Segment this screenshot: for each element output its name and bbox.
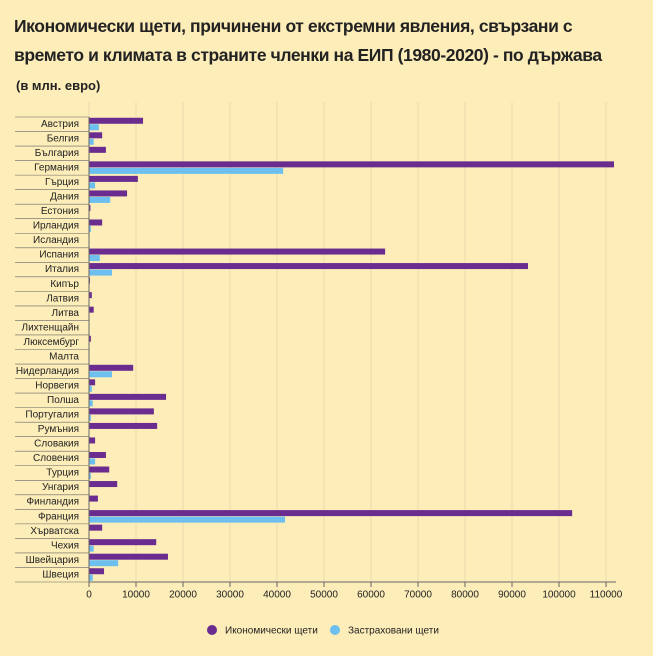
bar: [89, 161, 614, 168]
y-tick-label: Латвия: [46, 293, 79, 304]
x-tick-label: 80000: [451, 590, 479, 601]
y-tick-label: Малта: [49, 351, 79, 362]
x-tick-label: 20000: [169, 590, 197, 601]
y-tick-label: Норвегия: [35, 380, 79, 391]
y-tick-label: Дания: [50, 192, 79, 203]
bar: [89, 473, 91, 480]
bar: [89, 553, 168, 560]
bar: [89, 451, 106, 458]
bar: [89, 414, 91, 421]
y-tick-label: Швейцария: [26, 555, 79, 566]
bar: [89, 539, 157, 546]
bar: [89, 292, 92, 299]
y-tick-label: Белгия: [47, 133, 79, 144]
chart-subtitle: (в млн. евро): [16, 78, 101, 93]
bar: [89, 516, 285, 523]
y-tick-label: Гърция: [45, 177, 79, 188]
bar: [89, 393, 167, 400]
bar: [89, 306, 94, 313]
chart-title: Икономически щети, причинени от екстремн…: [14, 16, 602, 65]
y-tick-label: Естония: [41, 206, 79, 217]
x-tick-label: 50000: [310, 590, 338, 601]
y-tick-label: Румъния: [38, 424, 79, 435]
y-tick-label: Полша: [47, 395, 79, 406]
bar: [89, 146, 106, 153]
y-tick-label: Португалия: [25, 410, 79, 421]
y-tick-label: Испания: [39, 250, 79, 261]
bar: [89, 422, 158, 429]
bar: [89, 167, 284, 174]
bar: [89, 182, 96, 189]
y-tick-label: Германия: [34, 163, 79, 174]
bar: [89, 138, 94, 145]
bar: [89, 510, 573, 517]
x-tick-label: 30000: [216, 590, 244, 601]
y-tick-label: Люксембург: [24, 336, 80, 348]
x-tick-label: 90000: [498, 590, 526, 601]
bar: [89, 400, 93, 407]
y-tick-label: Словакия: [34, 439, 79, 450]
x-tick-label: 60000: [357, 590, 385, 601]
bar: [89, 574, 93, 581]
bar: [89, 458, 96, 465]
bar: [89, 495, 98, 502]
bar: [89, 196, 111, 203]
bar: [89, 466, 110, 473]
y-tick-label: Чехия: [51, 540, 79, 551]
bar: [89, 255, 100, 262]
x-tick-label: 0: [86, 590, 92, 601]
x-tick-label: 70000: [404, 590, 432, 601]
bar: [89, 204, 91, 211]
y-tick-label: Хърватска: [30, 526, 79, 537]
y-tick-label: Финландия: [27, 497, 79, 508]
y-tick-label: Лихтенщайн: [22, 322, 80, 333]
bar: [89, 132, 103, 139]
legend-label: Икономически щети: [225, 626, 318, 637]
y-tick-label: Италия: [45, 264, 79, 275]
x-tick-label: 40000: [263, 590, 291, 601]
bar: [89, 248, 386, 255]
bar: [89, 385, 92, 392]
y-tick-label: Швеция: [42, 569, 79, 580]
y-tick-label: Исландия: [33, 235, 79, 246]
bar: [89, 335, 91, 342]
bar: [89, 219, 103, 226]
bar: [89, 190, 128, 197]
bar: [89, 364, 134, 371]
x-tick-label: 100000: [542, 590, 576, 601]
bar: [89, 263, 528, 270]
bar: [89, 560, 119, 567]
legend-marker: [330, 625, 340, 635]
y-tick-label: България: [35, 148, 79, 159]
legend-marker: [207, 625, 217, 635]
bar: [89, 568, 105, 575]
y-tick-label: Кипър: [50, 279, 79, 290]
y-tick-label: Словения: [33, 453, 79, 464]
y-tick-label: Турция: [46, 468, 79, 479]
bar: [89, 124, 99, 131]
bar: [89, 371, 113, 378]
bar: [89, 379, 96, 386]
x-tick-label: 110000: [590, 590, 623, 601]
bar: [89, 524, 103, 531]
bar: [89, 408, 154, 415]
y-tick-label: Австрия: [41, 119, 79, 130]
bar: [89, 481, 118, 488]
bar: [89, 437, 96, 444]
y-tick-label: Унгария: [42, 482, 79, 493]
y-tick-label: Нидерландия: [16, 366, 79, 377]
legend-label: Застраховани щети: [348, 626, 439, 637]
y-tick-label: Франция: [38, 511, 79, 522]
bar: [89, 545, 94, 552]
bar: [89, 269, 113, 276]
y-tick-label: Литва: [52, 308, 80, 319]
y-tick-label: Ирландия: [33, 221, 79, 232]
x-tick-label: 10000: [122, 590, 150, 601]
bar: [89, 175, 138, 182]
bar: [89, 117, 144, 124]
bar: [89, 225, 91, 232]
